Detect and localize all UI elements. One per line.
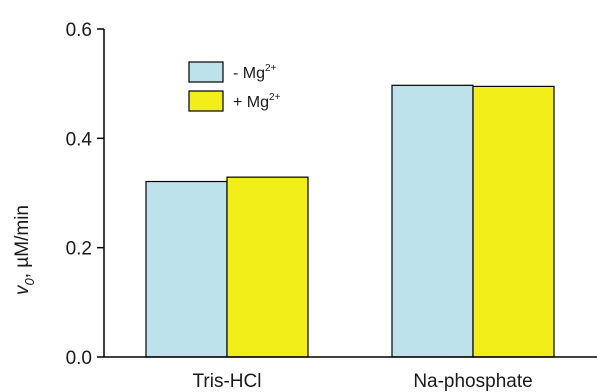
bar-minus-mg-na-phosphate: [391, 84, 474, 358]
bar-minus-mg-tris-hcl: [145, 180, 228, 358]
y-axis-ticks: 0.0 0.2 0.4 0.6: [66, 20, 104, 369]
bars: [145, 84, 555, 358]
x-category-label: Na-phosphate: [413, 371, 532, 392]
bar-plus-mg-tris-hcl: [226, 176, 309, 358]
y-axis-label-symbol: v: [12, 284, 33, 295]
legend-label: + Mg2+: [233, 92, 281, 111]
legend-label: - Mg2+: [233, 63, 277, 82]
legend-swatch: [188, 61, 224, 83]
y-axis-label-unit: , µM/min: [12, 205, 33, 278]
y-tick-label: 0.0: [66, 348, 92, 369]
y-tick-label: 0.2: [66, 239, 92, 260]
y-axis-label: v0, µM/min: [12, 205, 37, 295]
x-axis-category-labels: Tris-HCl Na-phosphate: [193, 371, 533, 392]
y-tick-label: 0.4: [66, 129, 93, 150]
legend-swatch: [188, 90, 224, 112]
svg-text:v0, µM/min: v0, µM/min: [12, 205, 37, 295]
legend: - Mg2+ + Mg2+: [188, 61, 281, 112]
x-category-label: Tris-HCl: [193, 371, 262, 392]
y-tick-label: 0.6: [66, 20, 92, 41]
bar-plus-mg-na-phosphate: [472, 85, 555, 358]
y-axis-label-subscript: 0: [22, 277, 37, 285]
